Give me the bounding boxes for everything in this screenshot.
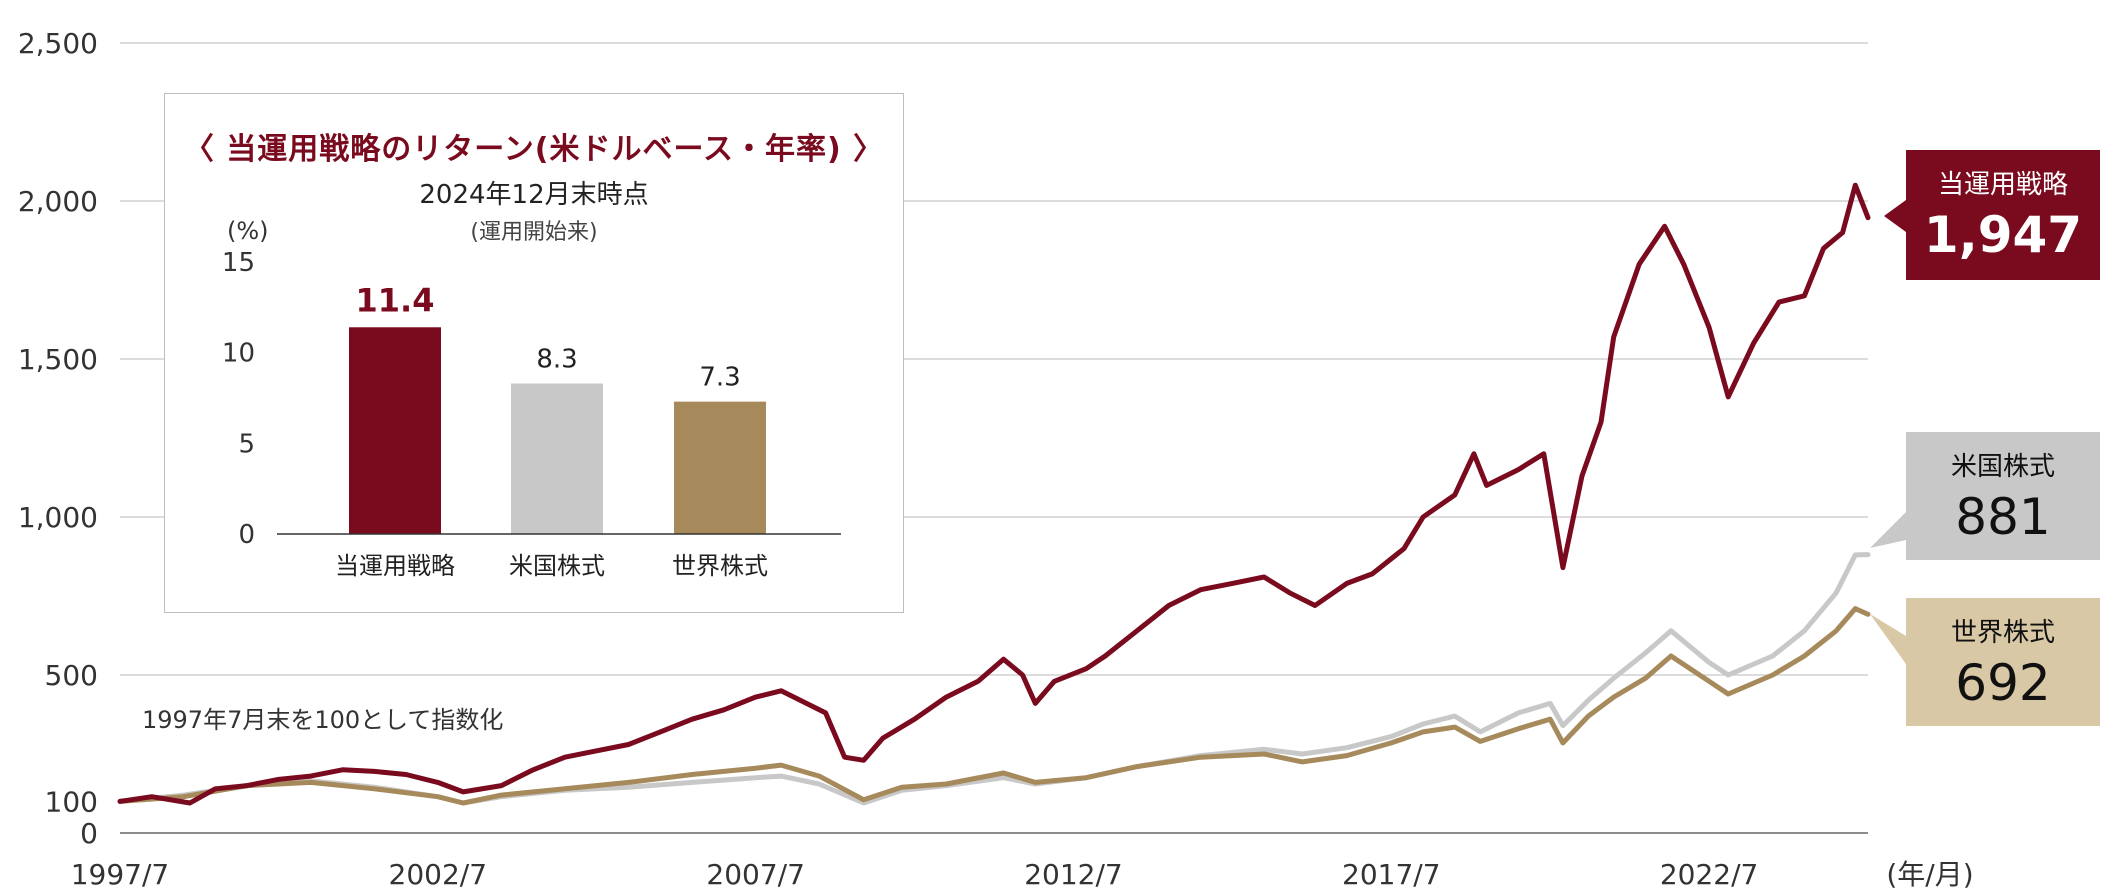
pointer-world: [1870, 614, 1906, 664]
badge-world: 世界株式 692: [1906, 598, 2100, 726]
badge-world-label: 世界株式: [1950, 618, 2055, 648]
pointer-us: [1870, 512, 1906, 548]
x-axis: 1997/7 2002/7 2007/7 2012/7 2017/7 2022/7 (年/月…: [71, 858, 1974, 891]
inset-bar: [349, 327, 441, 534]
inset-subtitle: 2024年12月末時点: [419, 180, 649, 210]
x-tick-label: 2022/7: [1660, 858, 1759, 891]
inset-bars: 11.4 当運用戦略 8.3 米国株式 7.3 世界株式: [335, 281, 768, 580]
inset-bar-label: 世界株式: [672, 552, 768, 580]
y-tick-label: 2,000: [18, 185, 98, 218]
series-line-strategy: [117, 182, 1871, 806]
y-tick-label: 0: [80, 817, 98, 850]
y-tick-label: 1,500: [18, 343, 98, 376]
badge-us-label: 米国株式: [1950, 452, 2055, 482]
inset-return-chart: 〈 当運用戦略のリターン(米ドルベース・年率) 〉 2024年12月末時点 (運…: [164, 93, 904, 613]
y-tick-label: 2,500: [18, 27, 98, 60]
series-line-world: [117, 606, 1871, 806]
inset-y-unit: (%): [227, 217, 269, 245]
badge-us: 米国株式 881: [1906, 432, 2100, 560]
inset-bar-value: 8.3: [536, 344, 577, 374]
inset-y-tick-label: 0: [238, 520, 255, 550]
badge-strategy-value: 1,947: [1923, 206, 2083, 264]
inset-y-tick-label: 15: [222, 248, 255, 278]
x-axis-unit: (年/月): [1886, 858, 1973, 891]
x-tick-label: 1997/7: [71, 858, 170, 891]
badge-world-value: 692: [1955, 654, 2051, 712]
inset-bar: [511, 383, 603, 534]
inset-note: (運用開始来): [470, 220, 598, 245]
x-tick-label: 2007/7: [706, 858, 805, 891]
y-tick-label: 500: [45, 659, 98, 692]
y-tick-label: 100: [45, 785, 98, 818]
inset-bar-label: 米国株式: [509, 552, 605, 580]
inset-y-tick-label: 5: [238, 429, 255, 459]
inset-y-axis: 15 10 5 0: [222, 248, 255, 550]
x-tick-label: 2012/7: [1024, 858, 1123, 891]
inset-y-tick-label: 10: [222, 339, 255, 369]
inset-bar-chart: (%) 15 10 5 0 11.4 当運用戦略 8.3 米国株式 7.3 世界株式: [222, 217, 841, 580]
series-lines: [117, 182, 1871, 806]
inset-title: 〈 当運用戦略のリターン(米ドルベース・年率) 〉: [183, 132, 885, 167]
badge-strategy: 当運用戦略 1,947: [1906, 150, 2100, 280]
pointer-strategy: [1884, 200, 1906, 232]
inset-bar-value: 7.3: [699, 363, 740, 393]
index-note: 1997年7月末を100として指数化: [142, 706, 504, 734]
badge-pointers: [1870, 200, 1906, 664]
x-tick-label: 2017/7: [1342, 858, 1441, 891]
inset-bar-value: 11.4: [356, 281, 435, 319]
badge-strategy-label: 当運用戦略: [1937, 170, 2068, 200]
inset-bar-label: 当運用戦略: [335, 552, 455, 580]
x-tick-label: 2002/7: [389, 858, 488, 891]
y-tick-label: 1,000: [18, 501, 98, 534]
inset-bar: [674, 401, 766, 534]
badge-us-value: 881: [1955, 488, 2051, 546]
